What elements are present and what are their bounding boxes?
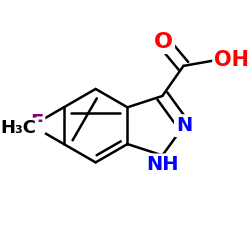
Text: NH: NH	[146, 156, 179, 174]
Text: H₃C: H₃C	[1, 120, 37, 138]
Text: F: F	[30, 114, 44, 132]
Text: O: O	[154, 32, 173, 52]
Text: OH: OH	[214, 50, 249, 70]
Text: N: N	[176, 116, 192, 135]
